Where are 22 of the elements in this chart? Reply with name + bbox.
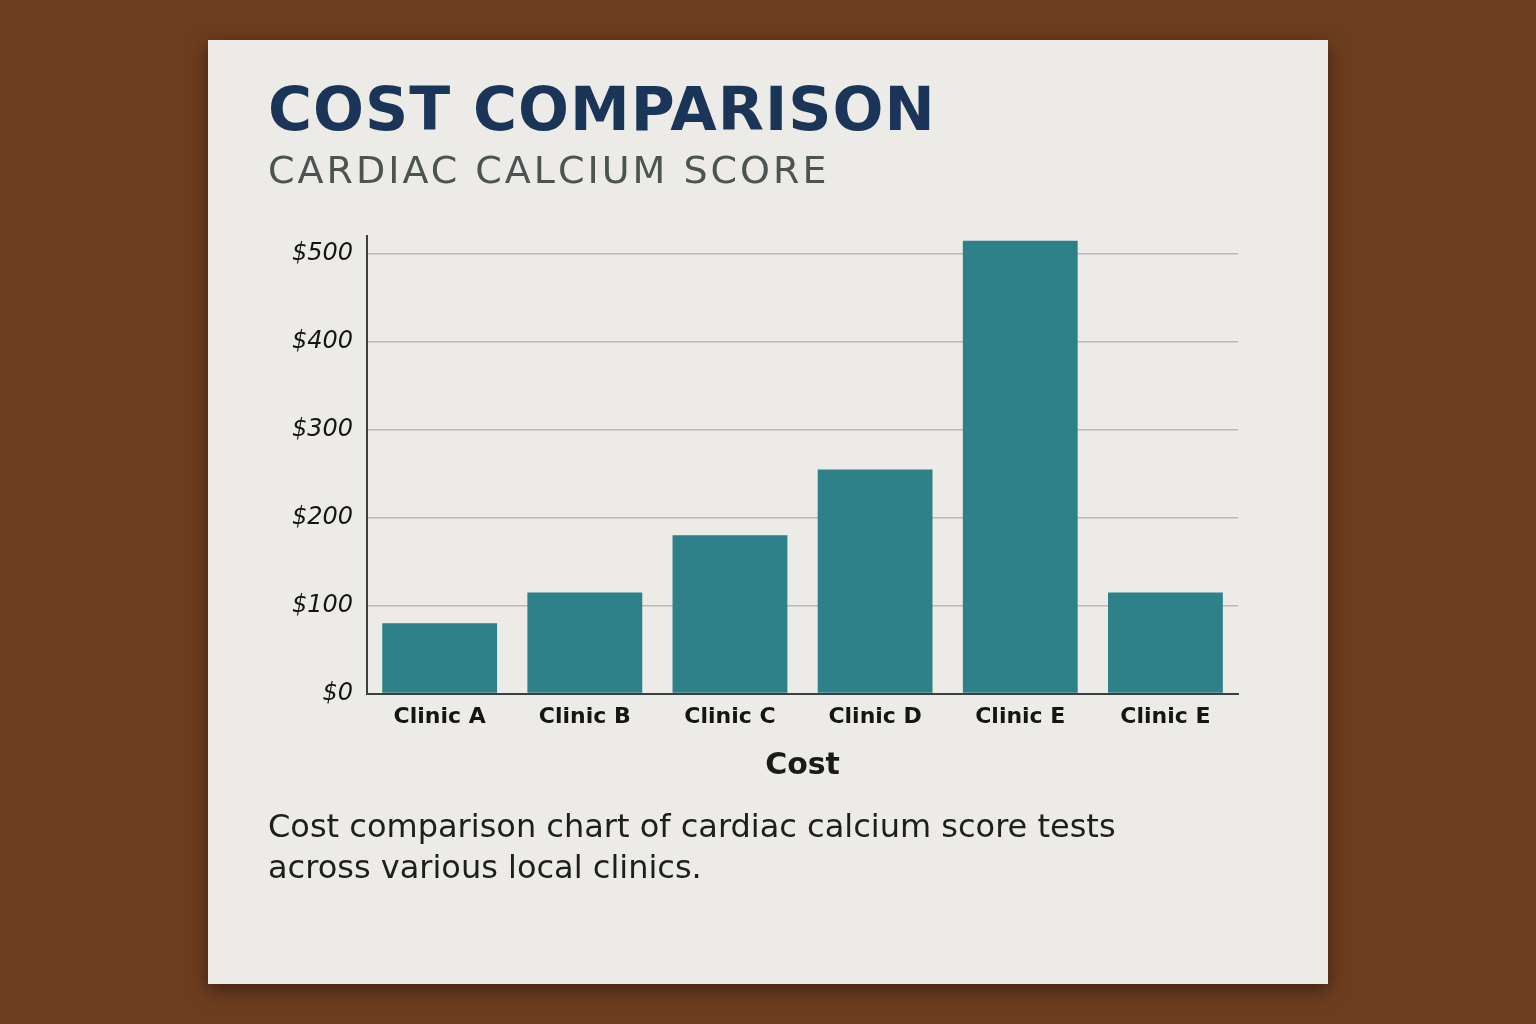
y-tick-label: $500 [292,237,354,266]
x-tick-label: Clinic D [828,702,922,728]
text: Cost comparison chart of cardiac calcium score tests across various local clinics. [268,805,1117,889]
y-tick-label: $0 [322,677,354,706]
x-axis-title: Cost [765,745,840,781]
y-tick-label: $100 [292,589,354,618]
bar [962,240,1078,693]
chart-subtitle: CARDIAC CALCIUM SCORE [268,148,831,194]
bar [527,592,643,693]
x-tick-label: Clinic E [1120,702,1211,728]
bar [672,534,788,693]
x-tick-label: Clinic C [684,702,776,728]
y-tick-label: $400 [292,325,354,354]
bar [382,622,498,693]
x-tick-label: Clinic E [975,702,1066,728]
x-tick-label: Clinic A [393,702,486,728]
x-tick-label: Clinic B [538,702,631,728]
y-tick-label: $200 [292,501,354,530]
bar [1108,592,1223,693]
y-tick-label: $300 [292,413,354,442]
bar [817,468,933,693]
chart-title: COST COMPARISON [268,74,937,144]
